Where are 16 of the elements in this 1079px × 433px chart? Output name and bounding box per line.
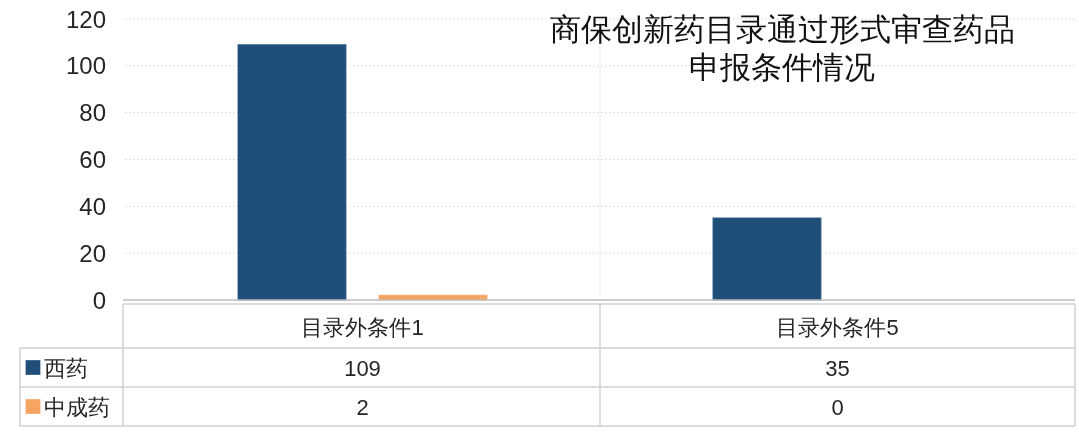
x-tick-label: 目录外条件5 [776, 314, 899, 340]
data-label: 109 [344, 356, 381, 381]
y-tick-label: 20 [79, 239, 106, 267]
data-label: 35 [825, 356, 850, 381]
y-tick-label: 120 [65, 5, 106, 33]
legend-label: 中成药 [44, 395, 110, 420]
y-tick-label: 0 [92, 286, 106, 314]
data-label: 0 [831, 395, 844, 420]
y-tick-label: 100 [65, 52, 106, 80]
y-tick-label: 80 [79, 99, 106, 127]
legend-label: 西药 [44, 356, 88, 381]
y-tick-label: 60 [79, 146, 106, 173]
data-label: 2 [356, 395, 369, 420]
y-tick-label: 40 [79, 192, 106, 220]
x-tick-label: 目录外条件1 [301, 314, 424, 340]
title: 商保创新药目录通过形式审查药品申报条件情况 [548, 11, 1016, 87]
